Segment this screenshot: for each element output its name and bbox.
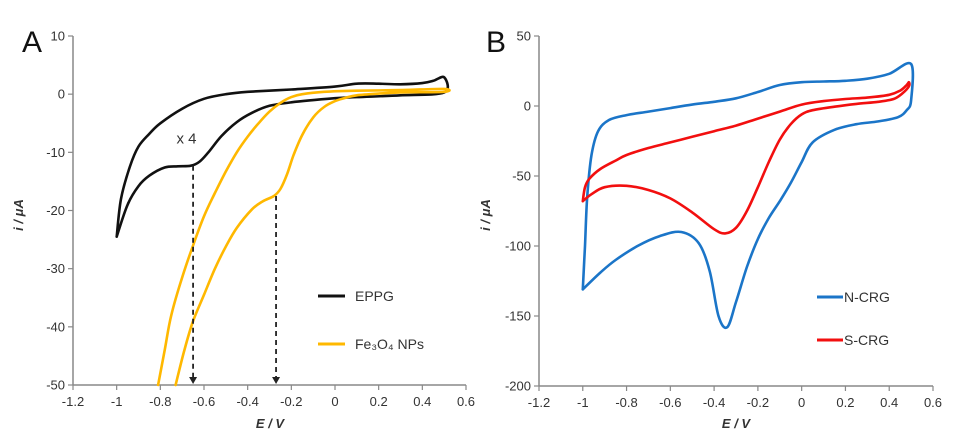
legend-label-s-crg: S-CRG [844, 332, 889, 348]
y-axis-ticks-b: 50 0 -50 -100 -150 -200 [505, 29, 539, 394]
x-tick-label: -0.4 [703, 395, 725, 410]
x-tick-label: -0.4 [236, 394, 258, 409]
annotation-label: x 4 [177, 131, 197, 148]
x-tick-label: -1.2 [62, 394, 84, 409]
series-line-s-crg [581, 80, 911, 235]
series-group-a [115, 75, 451, 387]
series-group-b [581, 61, 915, 330]
y-tick-label: 10 [51, 29, 65, 44]
y-tick-label: 0 [58, 87, 65, 102]
panel-label-b: B [486, 26, 506, 59]
x-tick-label: -0.8 [615, 395, 637, 410]
series-line-eppg [115, 75, 450, 238]
legend-label-fe3o4: Fe₃O₄ NPs [355, 336, 424, 352]
x-tick-label: -0.6 [659, 395, 681, 410]
x-tick-label: -0.8 [149, 394, 171, 409]
x-tick-label: 0.2 [836, 395, 854, 410]
x-tick-label: -1.2 [528, 395, 550, 410]
x-tick-label: 0 [798, 395, 805, 410]
series-line-n-crg [581, 61, 915, 330]
y-axis-title-b: i / μA [478, 199, 493, 231]
annotations-a: x 4 [177, 131, 281, 384]
legend-b: N-CRG S-CRG [817, 289, 890, 348]
series-line-fe3o4-nps [156, 87, 451, 387]
y-tick-label: -50 [512, 169, 531, 184]
x-tick-label: -1 [577, 395, 589, 410]
x-axis-ticks-b: -1.2 -1 -0.8 -0.6 -0.4 -0.2 0 0.2 0.4 0.6 [528, 386, 942, 410]
x-tick-label: -0.6 [193, 394, 215, 409]
y-axis-title-a: i / μA [11, 199, 26, 231]
legend-a: EPPG Fe₃O₄ NPs [318, 288, 424, 352]
y-tick-label: -40 [46, 319, 65, 334]
y-tick-label: -10 [46, 145, 65, 160]
y-axis-ticks-a: 10 0 -10 -20 -30 -40 -50 [46, 29, 73, 393]
x-tick-label: 0.6 [924, 395, 942, 410]
panel-a: A 100-10-20-30-40-50 -1.2 -1 -0.8 -0.6 -0.4-… [11, 26, 475, 431]
x-tick-label: 0.4 [880, 395, 898, 410]
legend-label-n-crg: N-CRG [844, 289, 890, 305]
x-axis-title-a: E / V [256, 416, 286, 431]
x-tick-label: -1 [111, 394, 123, 409]
y-tick-label: -50 [46, 378, 65, 393]
x-tick-label: 0.4 [413, 394, 431, 409]
arrowhead-icon [189, 377, 198, 384]
arrowhead-icon [272, 377, 281, 384]
panel-b: B 500-50-100-150-200 -1.2 -1 -0.8 -0.6 -0.4-… [478, 26, 942, 431]
x-tick-label: -0.2 [280, 394, 302, 409]
legend-label-eppg: EPPG [355, 288, 394, 304]
x-tick-label: 0.2 [370, 394, 388, 409]
y-tick-label: 0 [524, 99, 531, 114]
x-axis-title-b: E / V [722, 416, 752, 431]
x-tick-label: 0 [331, 394, 338, 409]
panel-label-a: A [22, 26, 42, 59]
y-tick-label: -150 [505, 309, 531, 324]
y-tick-label: -20 [46, 203, 65, 218]
y-tick-label: -30 [46, 261, 65, 276]
y-tick-label: -200 [505, 379, 531, 394]
y-tick-label: -100 [505, 239, 531, 254]
y-tick-label: 50 [517, 29, 531, 44]
x-tick-label: 0.6 [457, 394, 475, 409]
x-axis-ticks-a: -1.2 -1 -0.8 -0.6 -0.4 -0.2 0 0.2 0.4 0.6 [62, 385, 475, 409]
x-tick-label: -0.2 [747, 395, 769, 410]
